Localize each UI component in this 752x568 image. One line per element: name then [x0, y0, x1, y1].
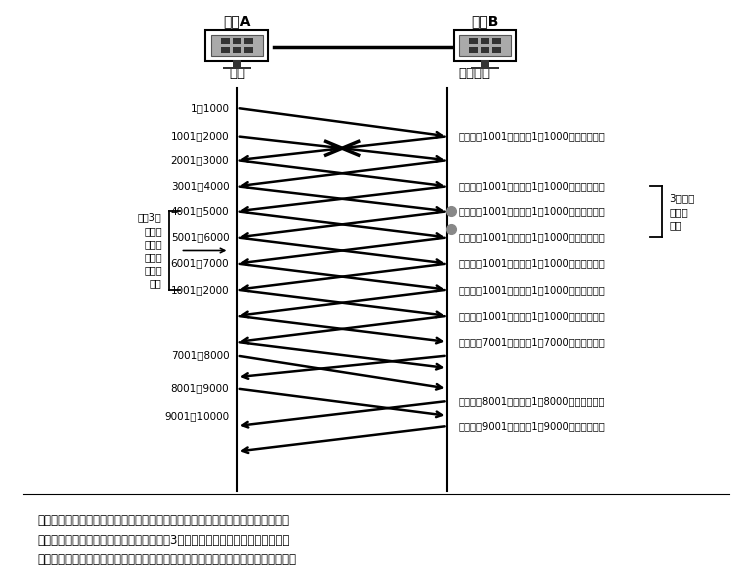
Text: 下一个是1001（已接收1～1000字节的数据）: 下一个是1001（已接收1～1000字节的数据） — [459, 258, 605, 269]
Text: 收到3个
同样的
确认应
答时则
进行重
发。: 收到3个 同样的 确认应 答时则 进行重 发。 — [138, 212, 162, 289]
Text: 5001～6000: 5001～6000 — [171, 232, 229, 243]
Text: 下一个是9001（已接收1～9000字节的数据）: 下一个是9001（已接收1～9000字节的数据） — [459, 421, 605, 431]
Text: 7001～8000: 7001～8000 — [171, 350, 229, 361]
Text: 2001～3000: 2001～3000 — [171, 155, 229, 165]
Text: 1～1000: 1～1000 — [190, 103, 229, 113]
Bar — [223, 66, 251, 69]
Bar — [221, 38, 230, 44]
Text: 下一个是1001（已接收1～1000字节的数据）: 下一个是1001（已接收1～1000字节的数据） — [459, 131, 605, 141]
Text: 下一个是1001（已接收1～1000字节的数据）: 下一个是1001（已接收1～1000字节的数据） — [459, 311, 605, 321]
Text: 下一个是1001（已接收1～1000字节的数据）: 下一个是1001（已接收1～1000字节的数据） — [459, 232, 605, 243]
Text: 确认应答: 确认应答 — [459, 66, 491, 80]
Bar — [459, 35, 511, 56]
Text: 下一个是8001（已接收1～8000字节的数据）: 下一个是8001（已接收1～8000字节的数据） — [459, 396, 605, 406]
Text: 下一个是1001（已接收1～1000字节的数据）: 下一个是1001（已接收1～1000字节的数据） — [459, 285, 605, 295]
Bar — [211, 35, 262, 56]
Bar — [492, 38, 501, 44]
FancyBboxPatch shape — [205, 30, 268, 61]
Text: 1001～2000: 1001～2000 — [171, 285, 229, 295]
Bar — [244, 38, 253, 44]
Text: 主机B: 主机B — [472, 14, 499, 28]
Bar — [221, 47, 230, 53]
Text: 6001～7000: 6001～7000 — [171, 258, 229, 269]
Bar — [232, 47, 241, 53]
Text: 下一个是7001（已接收1～7000字节的数据）: 下一个是7001（已接收1～7000字节的数据） — [459, 337, 605, 347]
Text: 9001～10000: 9001～10000 — [164, 411, 229, 421]
Text: 4001～5000: 4001～5000 — [171, 206, 229, 216]
Bar — [232, 60, 241, 67]
Text: 3001～4000: 3001～4000 — [171, 181, 229, 191]
Text: 下一个是1001（已接收1～1000字节的数据）: 下一个是1001（已接收1～1000字节的数据） — [459, 206, 605, 216]
Bar — [492, 47, 501, 53]
Text: 8001～9000: 8001～9000 — [171, 383, 229, 394]
Bar — [469, 38, 478, 44]
Bar — [471, 66, 499, 69]
Bar — [232, 38, 241, 44]
Text: 主机A: 主机A — [223, 14, 250, 28]
Text: 接收端在没有收到自己所期望序号的数据时，会对之前收到的数据进行确认应答。
发送端则一旦收到某个确认应答后，又连续3次收到同样的确认应答，则认为数据
段已经丢失，: 接收端在没有收到自己所期望序号的数据时，会对之前收到的数据进行确认应答。 发送端… — [38, 514, 296, 566]
Bar — [481, 60, 490, 67]
Bar — [481, 47, 490, 53]
FancyBboxPatch shape — [453, 30, 517, 61]
Text: 1001～2000: 1001～2000 — [171, 131, 229, 141]
Text: 数据: 数据 — [229, 66, 245, 80]
Bar — [469, 47, 478, 53]
Text: 下一个是1001（已接收1～1000字节的数据）: 下一个是1001（已接收1～1000字节的数据） — [459, 181, 605, 191]
Text: 3次重复
的确认
应答: 3次重复 的确认 应答 — [669, 194, 695, 230]
Bar — [244, 47, 253, 53]
Bar — [481, 38, 490, 44]
